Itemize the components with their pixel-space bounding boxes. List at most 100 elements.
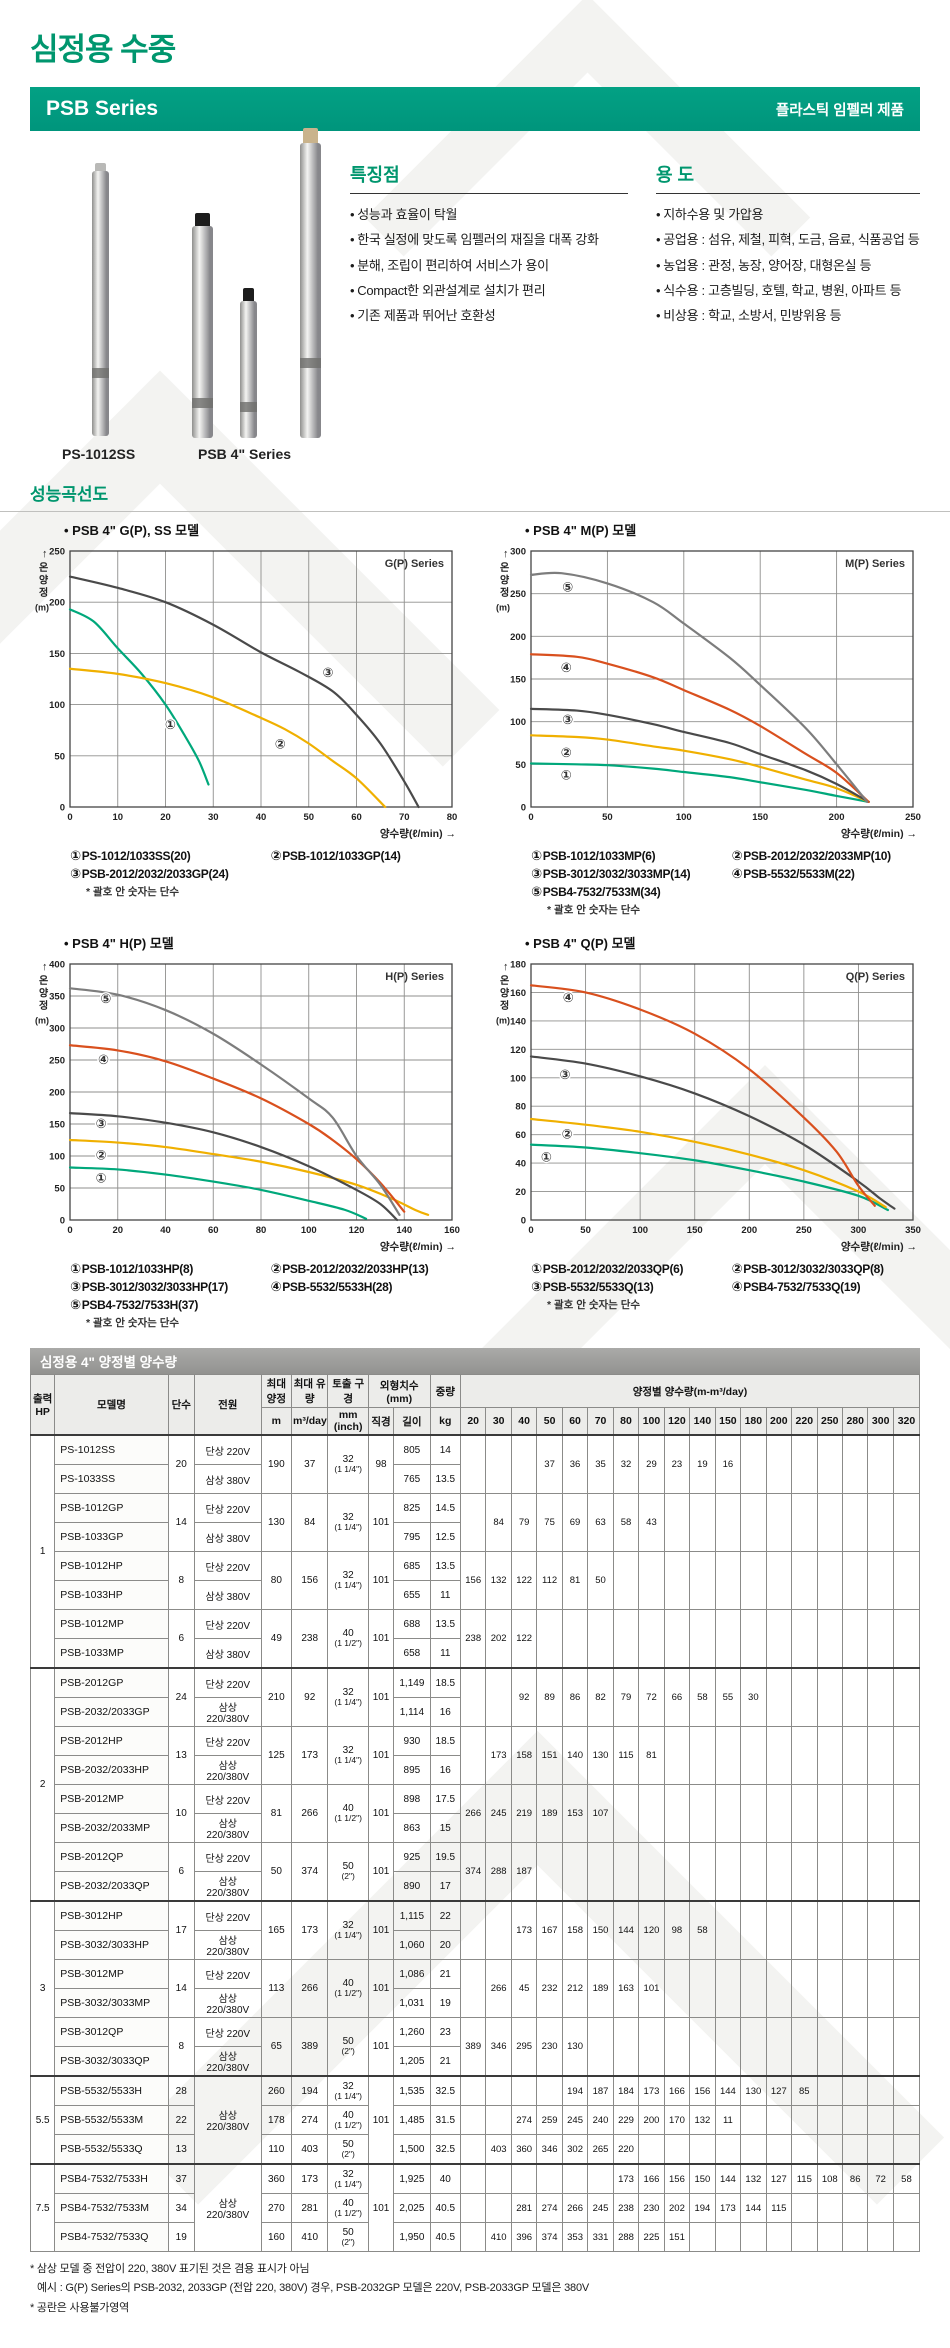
series-curve: [68, 1138, 430, 1216]
table-cell: [459, 1900, 487, 1960]
table-cell: 194: [689, 2193, 716, 2223]
table-cell: [459, 2105, 487, 2135]
page-title: 심정용 수중: [30, 32, 176, 67]
table-cell: [892, 1434, 921, 1494]
series-marker: ④: [563, 990, 574, 1005]
table-cell: 1,114: [393, 1697, 431, 1727]
table-cell: [663, 1959, 691, 2018]
table-cell: 11: [714, 2105, 742, 2135]
svg-text:정: 정: [39, 999, 48, 1012]
table-cell: 31.5: [429, 2105, 461, 2135]
table-cell: 55: [714, 1667, 742, 1727]
table-cell: [689, 1959, 716, 2018]
table-cell: 18.5: [429, 1667, 461, 1698]
svg-text:정: 정: [39, 586, 48, 599]
legend-marker: ④: [270, 1279, 282, 1294]
svg-text:150: 150: [49, 1120, 65, 1131]
table-cell: [459, 2075, 487, 2106]
table-cell: [638, 2017, 665, 2077]
legend-marker: ①: [531, 848, 542, 863]
table-cell: 266: [561, 2193, 589, 2223]
svg-text:양: 양: [500, 988, 510, 1000]
table-cell: 단상 220V: [193, 1609, 262, 1639]
table-cell: [663, 1493, 691, 1552]
table-cell: [841, 1493, 869, 1552]
series-curve: [529, 1117, 887, 1209]
table-cell: 40.5: [429, 2222, 461, 2252]
table-cell: [510, 2163, 538, 2194]
table-cell: [689, 1842, 716, 1902]
chart-legend: ①PS-1012/1033SS(20) ②PSB-1012/1033GP(14) ③…: [26, 848, 471, 882]
table-row: PSB-1012HP 8 단상 220V 80 156 32 (1 1/4") 101 685 1…: [31, 1551, 921, 1610]
table-cell: 84: [485, 1493, 512, 1552]
table-cell: 32 (1 1/4"): [327, 1667, 369, 1727]
outlet-size: 40: [342, 1978, 354, 1990]
legend-marker: ③: [531, 1279, 542, 1294]
table-cell: [612, 1784, 640, 1843]
series-curve: [68, 987, 401, 1216]
table-cell: [841, 1551, 869, 1610]
table-cell: 302: [561, 2134, 589, 2165]
svg-text:50: 50: [54, 751, 65, 762]
table-cell: [892, 2193, 921, 2223]
table-cell: [459, 1493, 487, 1552]
table-cell: 삼상 220/380V: [193, 2075, 262, 2165]
table-cell: 37: [290, 1434, 329, 1494]
table-cell: 6: [167, 1842, 195, 1902]
chart-note: * 괄호 안 숫자는 단수: [547, 1299, 641, 1311]
table-cell: [714, 1842, 742, 1902]
table-cell: [892, 1609, 921, 1669]
legend-marker: ①: [70, 1261, 81, 1276]
outlet-size: 32: [342, 1454, 354, 1466]
table-cell: 202: [485, 1609, 512, 1669]
table-cell: 266: [290, 1784, 329, 1843]
legend-marker: ①: [70, 848, 81, 863]
legend-item: ⑤PSB4-7532/7533M(34): [531, 884, 661, 899]
svg-text:300: 300: [510, 547, 526, 558]
table-header-cell: kg: [429, 1407, 461, 1436]
divider: [656, 193, 920, 194]
table-cell: [689, 1493, 716, 1552]
table-cell: [841, 2017, 869, 2077]
svg-text:150: 150: [752, 812, 768, 823]
table-cell: 17: [429, 1871, 461, 1902]
table-cell: 13.5: [429, 1464, 461, 1494]
table-cell: PS-1033SS: [54, 1464, 169, 1494]
svg-text:양: 양: [39, 575, 49, 587]
table-cell: PSB-3032/3033QP: [54, 2046, 169, 2077]
table-cell: 8: [167, 1551, 195, 1610]
svg-text:(m): (m): [35, 603, 49, 613]
svg-text:온: 온: [39, 975, 48, 987]
table-cell: [638, 1842, 665, 1902]
series-curve: [529, 1055, 896, 1210]
table-cell: [587, 2163, 614, 2194]
svg-text:0: 0: [521, 1216, 526, 1227]
series-curve: [529, 653, 870, 803]
table-cell: [638, 1609, 665, 1669]
table-cell: [816, 1842, 843, 1902]
legend-marker: ②: [731, 1261, 743, 1276]
table-footnotes: * 삼상 모델 중 전압이 220, 380V 표기된 것은 겸용 표시가 아님…: [30, 2260, 920, 2318]
table-cell: 58: [892, 2163, 921, 2194]
table-header-cell: 120: [663, 1407, 691, 1436]
table-cell: 19.5: [429, 1842, 461, 1872]
table-cell: [892, 1667, 921, 1727]
table-cell: 805: [393, 1434, 431, 1465]
svg-text:70: 70: [399, 812, 410, 823]
svg-text:정: 정: [500, 586, 509, 599]
table-cell: 1,060: [393, 1930, 431, 1960]
table-row: PSB-3032/3033QP 삼상 220/380V 1,205 21: [31, 2046, 920, 2077]
table-cell: PSB4-7532/7533Q: [54, 2222, 169, 2252]
table-cell: 18.5: [429, 1726, 461, 1756]
uses-heading: 용 도: [656, 165, 695, 185]
outlet-size: (2"): [341, 2148, 355, 2159]
table-cell: 895: [393, 1755, 431, 1785]
svg-text:100: 100: [49, 1152, 65, 1163]
table-header-cell: 200: [765, 1407, 793, 1436]
table-row: PSB-1012MP 6 단상 220V 49 238 40 (1 1/2") 101 688 1…: [31, 1609, 921, 1669]
svg-text:60: 60: [208, 1225, 219, 1236]
table-cell: 144: [740, 2193, 767, 2223]
table-cell: 15: [429, 1813, 461, 1843]
table-cell: [841, 2134, 869, 2165]
